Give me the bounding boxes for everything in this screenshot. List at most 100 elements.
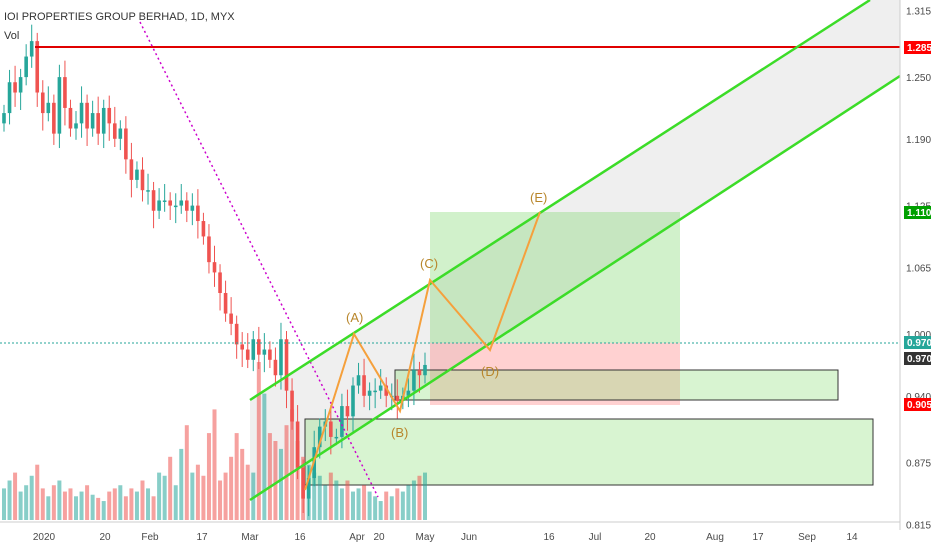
volume-bar	[206, 433, 211, 520]
wave-label-b: (B)	[391, 425, 408, 440]
candle-body	[96, 113, 100, 134]
candle-body	[340, 406, 344, 437]
candle-body	[24, 56, 28, 78]
downtrend-line[interactable]	[139, 21, 379, 498]
candle-body	[367, 390, 372, 396]
wave-label-e: (E)	[530, 190, 547, 205]
candle-body	[196, 205, 200, 222]
volume-bar	[18, 491, 23, 520]
volume-bar	[101, 501, 106, 520]
volume-bar	[112, 488, 117, 520]
volume-bar	[328, 472, 333, 520]
volume-bar	[240, 448, 245, 520]
candle-body	[52, 102, 56, 134]
volume-bar	[234, 433, 239, 520]
candle-body	[157, 200, 161, 211]
candle-body	[279, 339, 283, 376]
candle-body	[151, 190, 156, 211]
price-badge-close: 0.970	[904, 352, 932, 365]
time-tick-label: 14	[846, 532, 858, 543]
svg-text:0.970: 0.970	[907, 354, 932, 365]
wave-path[interactable]	[304, 211, 541, 491]
support-zone-2[interactable]	[304, 418, 874, 486]
time-tick-label: 20	[99, 532, 111, 543]
candle-body	[373, 390, 377, 393]
time-tick-label: 17	[752, 532, 764, 543]
volume-bar	[345, 480, 350, 520]
volume-bar	[35, 464, 40, 520]
svg-text:1.285: 1.285	[907, 43, 932, 54]
candle-body	[207, 236, 211, 263]
support-zone-1[interactable]	[394, 369, 839, 401]
volume-bar	[168, 456, 173, 520]
volume-bar	[273, 441, 278, 520]
volume-bar	[24, 485, 29, 520]
candle-body	[262, 349, 267, 355]
candle-body	[79, 102, 84, 124]
volume-bar	[118, 485, 123, 520]
volume-bar	[256, 362, 261, 520]
price-tick-label: 1.065	[906, 263, 931, 274]
candle-body	[417, 370, 422, 376]
time-tick-label: 2020	[33, 532, 56, 543]
volume-bar	[312, 472, 317, 520]
volume-bar	[157, 472, 162, 520]
candle-body	[362, 375, 366, 396]
target-zone-profit	[430, 212, 680, 343]
volume-bar	[290, 409, 295, 520]
candle-body	[129, 159, 134, 180]
candle-body	[179, 200, 184, 206]
volume-bar	[356, 488, 361, 520]
volume-bar	[13, 472, 18, 520]
channel-lower-line[interactable]	[249, 74, 901, 502]
volume-bar	[173, 485, 178, 520]
volume-bar	[411, 480, 416, 520]
wave-label-d: (D)	[481, 364, 499, 379]
candle-body	[229, 313, 233, 324]
candle-body	[234, 323, 239, 345]
volume-bar	[323, 485, 328, 520]
volume-bar	[212, 409, 217, 520]
volume-bar	[389, 496, 394, 520]
volume-bar	[129, 488, 134, 520]
candle-body	[345, 406, 350, 417]
time-tick-label: Mar	[241, 532, 259, 543]
candle-body	[135, 169, 139, 180]
candle-body	[223, 292, 228, 314]
volume-bars	[2, 362, 427, 520]
candle-body	[268, 349, 272, 360]
candle-body	[201, 221, 206, 237]
candle-body	[356, 375, 361, 386]
volume-bar	[201, 475, 206, 520]
volume-bar	[51, 485, 56, 520]
volume-bar	[417, 475, 422, 520]
volume-bar	[179, 448, 184, 520]
volume-bar	[96, 497, 101, 520]
candle-body	[257, 339, 261, 355]
candle-body	[290, 390, 294, 422]
volume-bar	[195, 464, 200, 520]
candle-body	[162, 200, 167, 202]
price-tick-label: 0.875	[906, 459, 931, 470]
volume-bar	[134, 491, 139, 520]
time-tick-label: Jun	[461, 532, 477, 543]
candle-body	[118, 128, 123, 139]
candle-body	[101, 107, 106, 134]
volume-bar	[350, 491, 355, 520]
volume-bar	[295, 441, 300, 520]
volume-bar	[162, 475, 167, 520]
price-tick-label: 1.000	[906, 330, 931, 341]
volume-bar	[90, 494, 95, 520]
candle-body	[212, 262, 217, 273]
price-tick-label: 0.815	[906, 520, 931, 531]
volume-bar	[151, 496, 156, 520]
candle-body	[7, 82, 12, 114]
candle-body	[124, 128, 128, 160]
wave-label-a: (A)	[346, 310, 363, 325]
candle-body	[406, 390, 411, 396]
candle-body	[35, 41, 40, 93]
price-tick-label: 1.190	[906, 135, 931, 146]
candle-body	[2, 113, 6, 124]
